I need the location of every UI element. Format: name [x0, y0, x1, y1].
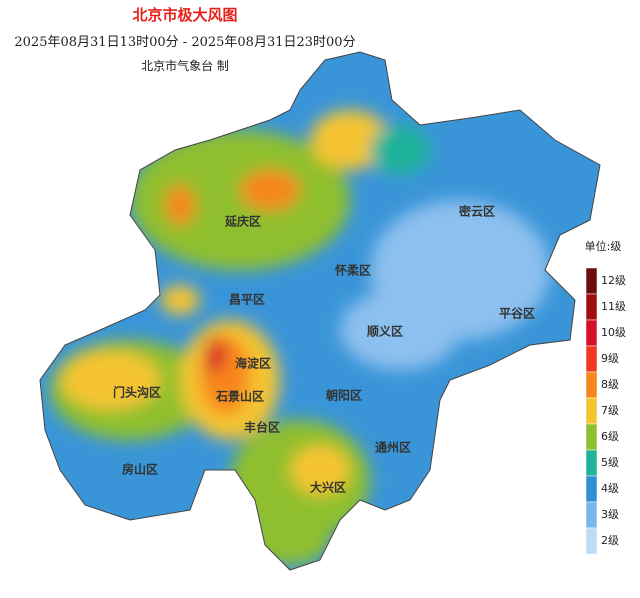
district-label: 昌平区 [229, 293, 265, 307]
legend-swatch [585, 293, 598, 321]
agency: 北京市气象台 制 [141, 58, 229, 73]
legend-swatch [585, 527, 598, 555]
district-label: 顺义区 [367, 324, 403, 339]
district-label: 门头沟区 [113, 385, 161, 400]
legend-label: 2级 [601, 534, 619, 547]
legend-swatch [585, 423, 598, 451]
district-label: 密云区 [459, 204, 495, 219]
legend-swatch [585, 397, 598, 425]
district-label: 大兴区 [310, 480, 346, 495]
district-labels: 延庆区 怀柔区 密云区 昌平区 平谷区 顺义区 海淀区 门头沟区 石景山区 朝阳… [113, 204, 535, 495]
legend-label: 4级 [601, 482, 619, 495]
legend-swatch [585, 319, 598, 347]
legend-label: 12级 [601, 274, 626, 287]
district-label: 朝阳区 [326, 388, 362, 403]
legend-label: 11级 [601, 300, 626, 313]
district-label: 通州区 [375, 440, 411, 455]
district-label: 房山区 [122, 462, 158, 477]
legend-swatch [585, 345, 598, 373]
legend-label: 8级 [601, 378, 619, 391]
period: 2025年08月31日13时00分 - 2025年08月31日23时00分 [14, 35, 355, 50]
district-label: 海淀区 [235, 356, 271, 371]
district-label: 怀柔区 [335, 263, 371, 278]
legend-label: 7级 [601, 404, 619, 417]
map-title: 北京市极大风图 [132, 6, 237, 24]
legend-title: 单位:级 [585, 239, 622, 253]
legend-label: 10级 [601, 326, 626, 339]
legend: 12级 11级 10级 9级 8级 7级 6级 5级 4级 3级 2级 [585, 267, 626, 555]
legend-swatch [585, 501, 598, 529]
legend-label: 6级 [601, 430, 619, 443]
legend-swatch [585, 371, 598, 399]
district-label: 平谷区 [499, 306, 535, 321]
district-label: 石景山区 [215, 389, 264, 404]
legend-label: 9级 [601, 352, 619, 365]
district-label: 丰台区 [244, 420, 280, 435]
district-label: 延庆区 [224, 214, 261, 229]
legend-swatch [585, 267, 598, 295]
legend-label: 3级 [601, 508, 619, 521]
legend-label: 5级 [601, 456, 619, 469]
legend-swatch [585, 475, 598, 503]
legend-swatch [585, 449, 598, 477]
